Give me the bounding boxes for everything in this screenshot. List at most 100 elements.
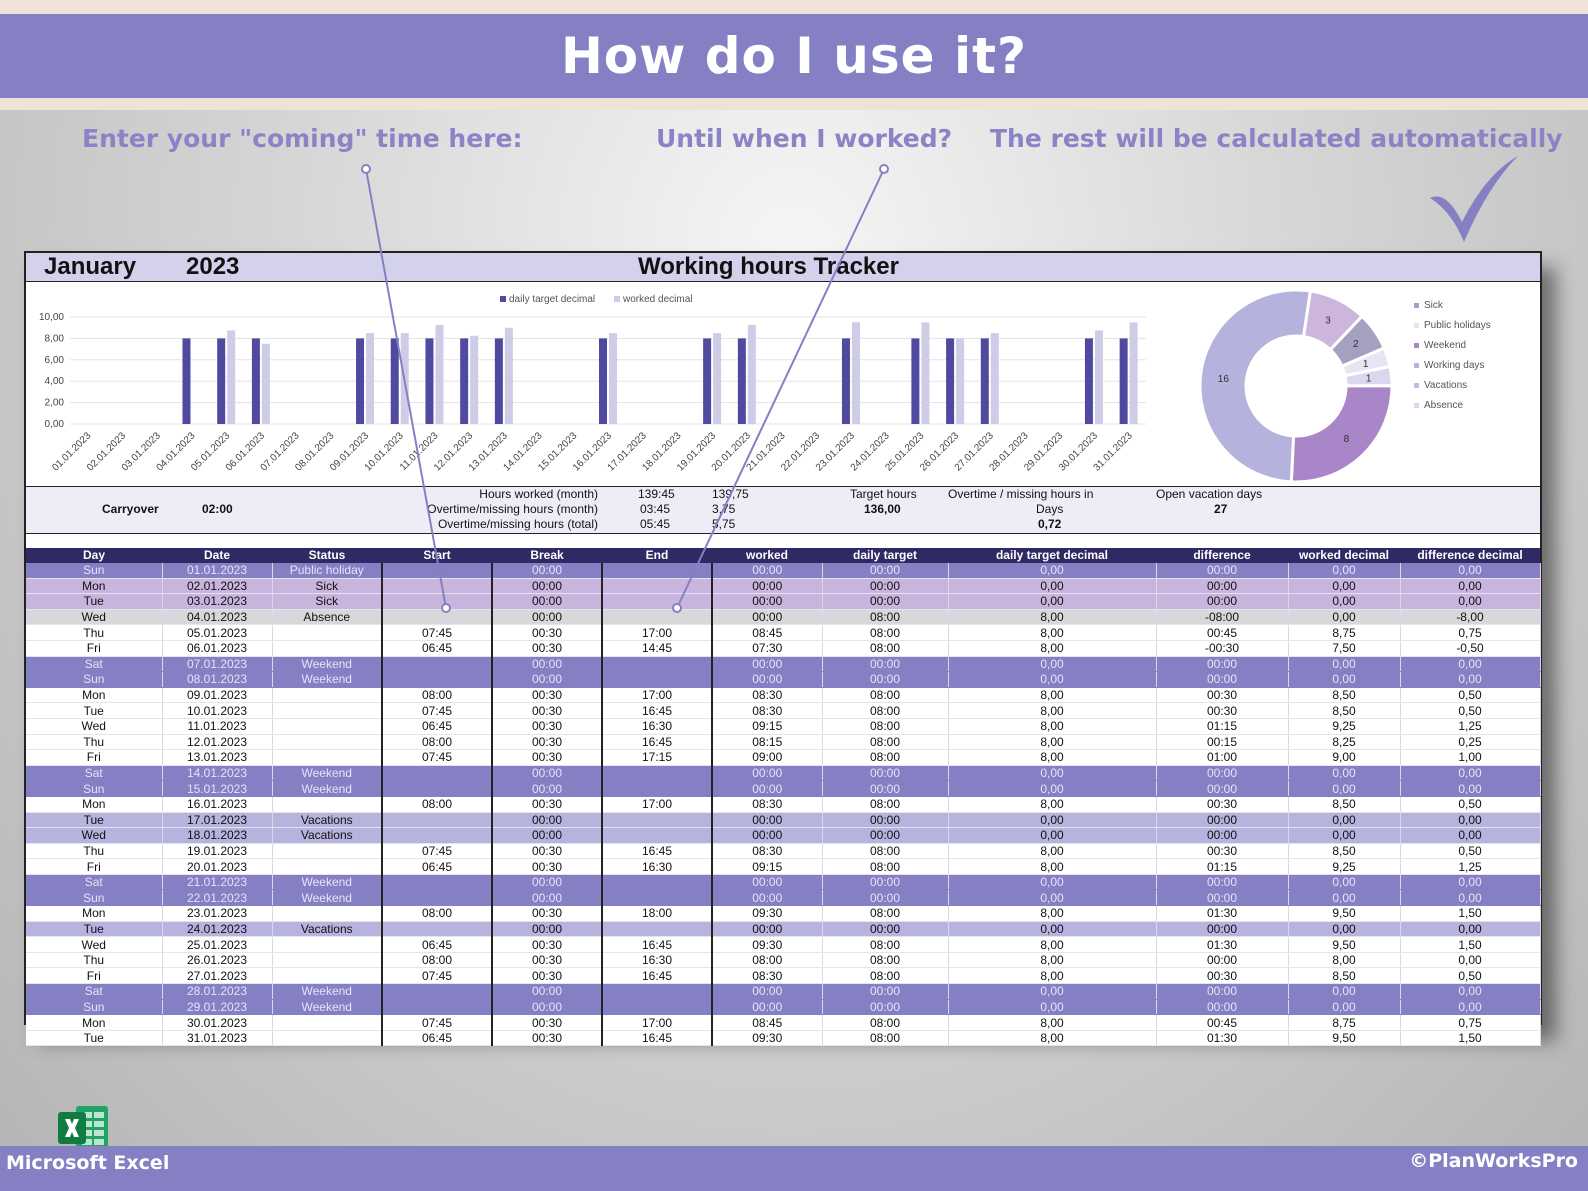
table-cell[interactable]: 07:45 [382,702,493,719]
table-cell[interactable] [382,889,493,907]
table-cell[interactable]: Absence [272,609,383,626]
table-cell[interactable] [602,780,713,797]
table-cell[interactable] [272,624,383,641]
table-cell[interactable] [382,609,493,626]
table-cell[interactable]: 00:00 [492,671,603,688]
table-cell[interactable]: Weekend [272,656,383,673]
table-cell[interactable]: 06:45 [382,936,493,953]
table-cell[interactable]: 06:45 [382,1030,493,1047]
table-cell[interactable]: 16:30 [602,718,713,735]
table-cell[interactable]: 17:00 [602,624,713,641]
table-cell[interactable]: 00:30 [492,796,603,813]
table-cell[interactable]: 00:30 [492,624,603,641]
table-cell[interactable]: 07:45 [382,843,493,860]
table-cell[interactable]: 00:00 [492,812,603,829]
table-cell[interactable]: 07:45 [382,1014,493,1031]
year-label[interactable]: 2023 [186,253,240,280]
table-cell[interactable] [382,812,493,829]
table-cell[interactable] [602,593,713,610]
table-cell[interactable] [382,671,493,688]
table-cell[interactable]: 00:00 [492,999,603,1016]
table-cell[interactable] [272,936,383,953]
table-cell[interactable]: 17:00 [602,687,713,704]
table-cell[interactable]: 00:30 [492,734,603,751]
table-cell[interactable] [602,609,713,626]
table-cell[interactable]: 00:00 [492,889,603,907]
table-cell[interactable]: 16:30 [602,952,713,969]
table-cell[interactable]: Vacations [272,827,383,844]
table-cell[interactable] [602,983,713,1000]
table-cell[interactable]: 00:30 [492,905,603,922]
table-cell[interactable] [382,874,493,891]
table-cell[interactable] [382,780,493,797]
table-cell[interactable] [272,952,383,969]
table-cell[interactable]: 00:30 [492,749,603,766]
table-cell[interactable] [382,827,493,844]
table-cell[interactable] [382,578,493,595]
table-cell[interactable]: 06:45 [382,858,493,875]
table-cell[interactable]: 16:30 [602,858,713,875]
table-cell[interactable]: 00:30 [492,967,603,985]
table-cell[interactable]: 00:00 [492,609,603,626]
table-cell[interactable]: Weekend [272,765,383,782]
table-cell[interactable] [272,702,383,719]
table-cell[interactable]: 00:30 [492,936,603,953]
table-cell[interactable]: 00:30 [492,1030,603,1047]
table-cell[interactable]: 00:00 [492,827,603,844]
table-cell[interactable] [382,983,493,1000]
table-cell[interactable]: 00:30 [492,687,603,704]
table-cell[interactable]: 00:30 [492,640,603,657]
table-cell[interactable]: Sick [272,593,383,610]
table-cell[interactable]: 00:00 [492,656,603,673]
table-cell[interactable] [272,1014,383,1031]
table-cell[interactable] [272,905,383,922]
table-cell[interactable]: 00:30 [492,952,603,969]
table-cell[interactable]: Weekend [272,780,383,797]
table-cell[interactable] [602,921,713,938]
table-cell[interactable] [272,967,383,985]
table-cell[interactable] [382,563,493,579]
table-cell[interactable] [272,843,383,860]
table-cell[interactable] [602,656,713,673]
table-cell[interactable]: 00:30 [492,843,603,860]
table-cell[interactable] [382,999,493,1016]
table-cell[interactable]: 17:00 [602,796,713,813]
table-cell[interactable]: 18:00 [602,905,713,922]
table-cell[interactable]: 17:15 [602,749,713,766]
table-cell[interactable]: 07:45 [382,749,493,766]
table-cell[interactable] [272,749,383,766]
table-cell[interactable] [602,999,713,1016]
table-cell[interactable]: 08:00 [382,734,493,751]
table-cell[interactable]: 00:00 [492,563,603,579]
table-cell[interactable]: 08:00 [382,905,493,922]
table-cell[interactable]: 00:30 [492,702,603,719]
table-cell[interactable]: 16:45 [602,702,713,719]
table-cell[interactable]: 14:45 [602,640,713,657]
table-cell[interactable]: Vacations [272,921,383,938]
table-cell[interactable]: 00:00 [492,921,603,938]
table-cell[interactable]: Weekend [272,671,383,688]
table-cell[interactable]: 00:00 [492,780,603,797]
table-cell[interactable] [382,656,493,673]
table-cell[interactable] [602,874,713,891]
table-cell[interactable]: 00:00 [492,765,603,782]
table-cell[interactable]: Public holiday [272,563,383,579]
table-cell[interactable]: Sick [272,578,383,595]
table-cell[interactable]: 17:00 [602,1014,713,1031]
table-cell[interactable] [272,1030,383,1047]
table-cell[interactable]: 00:30 [492,718,603,735]
table-cell[interactable] [272,858,383,875]
table-cell[interactable]: 16:45 [602,936,713,953]
table-cell[interactable]: Weekend [272,999,383,1016]
month-label[interactable]: January [44,253,137,280]
table-cell[interactable] [382,593,493,610]
table-cell[interactable]: 08:00 [382,952,493,969]
table-cell[interactable]: 00:00 [492,593,603,610]
table-cell[interactable]: 08:00 [382,687,493,704]
table-cell[interactable]: 16:45 [602,734,713,751]
table-cell[interactable]: 07:45 [382,624,493,641]
table-cell[interactable]: 06:45 [382,640,493,657]
table-cell[interactable]: Weekend [272,983,383,1000]
table-cell[interactable]: 16:45 [602,843,713,860]
table-cell[interactable] [602,671,713,688]
